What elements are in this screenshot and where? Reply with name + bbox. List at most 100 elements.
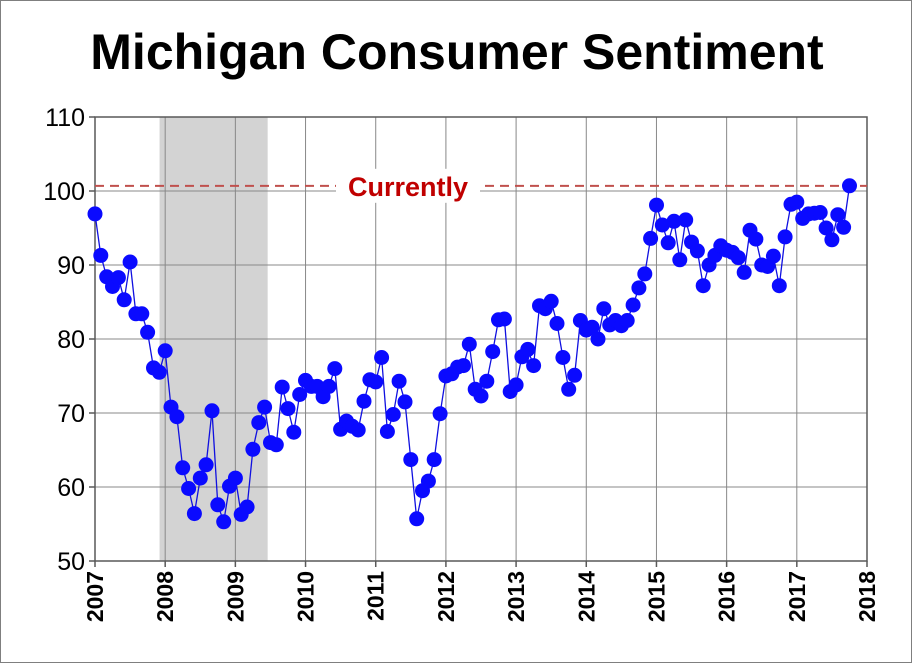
data-point [830,207,846,223]
data-point [660,235,676,251]
data-point [631,280,647,296]
x-tick-label: 2010 [293,571,319,622]
data-point [350,422,366,438]
x-tick-label: 2009 [222,571,248,622]
data-point [151,364,167,380]
data-point [186,506,202,522]
data-point [432,406,448,422]
data-point [192,470,208,486]
data-point [842,178,857,194]
data-point [654,217,670,233]
data-point [93,247,109,263]
y-tick-label: 60 [57,474,85,502]
data-point [771,278,787,294]
y-tick-label: 70 [57,400,85,428]
x-tick-label: 2011 [363,571,389,621]
data-point [198,457,214,473]
data-point [485,344,501,360]
data-point [210,497,226,513]
data-point [169,409,185,425]
chart-title: Michigan Consumer Sentiment [90,24,824,80]
data-point [695,278,711,294]
data-point [204,403,220,419]
data-point [549,316,565,331]
data-point [409,511,425,527]
data-point [590,331,606,347]
data-point [181,481,197,496]
y-tick-label: 100 [43,178,85,206]
data-point [479,373,495,389]
data-point [584,319,600,335]
data-point [116,292,132,308]
x-tick-label: 2008 [152,571,178,622]
data-point [637,266,653,282]
data-point [292,387,308,402]
data-point [812,205,828,220]
data-point [473,388,489,404]
data-point [356,393,372,409]
data-point [619,313,635,328]
data-point [625,297,641,313]
x-tick-label: 2012 [433,571,459,622]
data-point [426,452,442,468]
data-point [239,499,255,515]
data-point [251,415,267,431]
data-point [543,293,559,309]
data-point [327,361,343,377]
data-point [526,358,542,374]
data-point [157,343,173,359]
data-point [496,311,512,327]
data-point [824,232,840,248]
data-point [403,452,419,468]
data-point [321,378,337,394]
y-tick-label: 110 [45,104,85,132]
y-tick-label: 90 [57,252,85,280]
x-tick-label: 2014 [573,571,599,622]
x-tick-label: 2013 [503,571,529,622]
data-point [672,252,688,268]
data-point [397,394,413,410]
data-point [520,341,536,357]
reference-label-background [336,168,480,203]
x-tick-label: 2016 [714,571,740,622]
data-point [461,336,477,352]
data-point [678,212,694,228]
data-point [134,306,150,322]
data-point [175,460,191,476]
data-point [736,264,752,280]
data-point [286,424,302,440]
data-point [216,514,232,530]
data-point [836,219,852,235]
data-point [508,377,524,393]
data-point [280,401,296,417]
data-point [643,230,659,246]
data-point [374,350,390,365]
reference-line-label: Currently [348,172,468,202]
data-point [666,213,682,229]
data-point [689,243,705,259]
data-point [596,301,612,317]
data-point [777,229,793,245]
data-point [268,437,284,453]
data-point [274,379,290,395]
data-point [420,473,436,489]
data-point [748,231,764,247]
data-point [110,270,126,286]
data-point [765,248,781,264]
data-point [122,254,138,270]
x-tick-label: 2015 [643,571,669,622]
data-point [649,197,664,213]
x-tick-label: 2017 [784,571,810,622]
data-point [385,407,401,422]
y-tick-label: 50 [57,548,85,576]
x-tick-label: 2018 [854,571,880,622]
data-point [456,358,471,374]
y-tick-label: 80 [57,326,85,354]
data-point [140,324,156,340]
data-point [87,206,103,222]
data-point [730,250,746,266]
data-point [818,220,834,236]
data-point [368,374,384,390]
data-point [789,194,805,210]
